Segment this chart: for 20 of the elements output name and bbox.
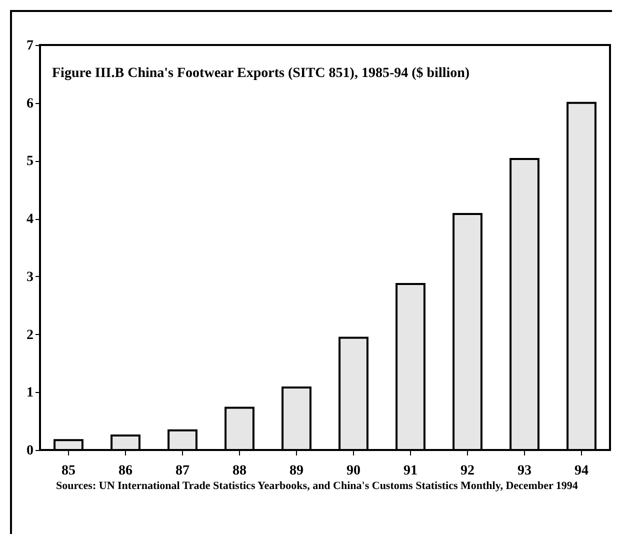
x-tick-label: 86	[118, 464, 132, 478]
x-tick-label: 91	[404, 464, 418, 478]
y-tick-label: 0	[26, 444, 34, 458]
x-tick-label: 89	[290, 464, 304, 478]
x-tick-label: 85	[62, 464, 76, 478]
y-tick-label: 1	[26, 386, 34, 401]
source-note: Sources: UN International Trade Statistics Yearbooks, and China's Customs Statistics Monthly, December 1994	[56, 479, 579, 494]
x-tick-label: 92	[460, 464, 474, 478]
x-tick-label: 94	[574, 464, 588, 478]
y-tick-label: 4	[26, 212, 34, 228]
x-tick-label: 87	[176, 464, 190, 478]
y-tick-label: 7	[26, 38, 34, 54]
x-tick-label: 90	[346, 464, 360, 478]
y-tick-label: 5	[26, 154, 34, 170]
x-tick-label: 88	[232, 464, 246, 478]
y-tick-label: 2	[26, 328, 34, 343]
y-tick-label: 3	[26, 270, 34, 285]
text: Figure III.B China's Footwear Exports (SITC 851), 1985-94 ($ billion)	[52, 66, 470, 81]
x-tick-label: 93	[518, 464, 532, 478]
y-tick-label: 6	[26, 96, 34, 112]
